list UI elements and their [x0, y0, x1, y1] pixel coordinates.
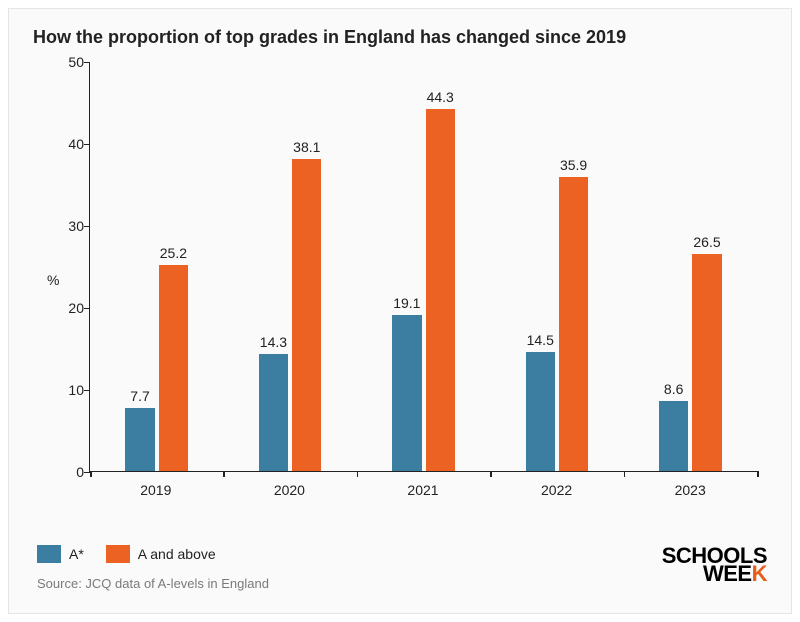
legend-swatch	[37, 545, 61, 563]
chart-area: % 7.725.214.338.119.144.314.535.98.626.5…	[89, 62, 757, 498]
bar-group: 7.725.2	[90, 62, 223, 471]
y-tick-mark	[84, 472, 90, 473]
bar: 25.2	[159, 265, 188, 471]
legend-swatch	[106, 545, 130, 563]
legend-label: A and above	[138, 546, 216, 562]
outer-container: How the proportion of top grades in Engl…	[0, 0, 800, 622]
bar: 38.1	[292, 159, 321, 471]
source-text: Source: JCQ data of A-levels in England	[37, 576, 269, 591]
bar-value-label: 14.5	[527, 332, 554, 348]
y-tick-mark	[84, 62, 90, 63]
y-tick-label: 20	[56, 300, 84, 316]
y-tick-label: 40	[56, 136, 84, 152]
legend-label: A*	[69, 546, 84, 562]
brand-line2-accent: K	[752, 561, 767, 586]
x-axis-labels: 20192020202120222023	[89, 482, 757, 498]
bar-value-label: 7.7	[130, 388, 149, 404]
chart-title: How the proportion of top grades in Engl…	[33, 27, 767, 48]
legend: A* A and above	[37, 545, 216, 563]
y-tick-mark	[84, 226, 90, 227]
bar-value-label: 35.9	[560, 157, 587, 173]
x-tick-label: 2022	[490, 482, 624, 498]
bar: 7.7	[125, 408, 154, 471]
y-tick-label: 10	[56, 382, 84, 398]
legend-item: A and above	[106, 545, 216, 563]
brand-line2-a: WEE	[703, 561, 752, 586]
bar: 14.3	[259, 354, 288, 471]
bar-value-label: 38.1	[293, 139, 320, 155]
bar-group: 8.626.5	[624, 62, 757, 471]
y-tick-label: 30	[56, 218, 84, 234]
bar-value-label: 19.1	[393, 295, 420, 311]
y-tick-label: 0	[56, 464, 84, 480]
y-tick-mark	[84, 390, 90, 391]
bar-value-label: 26.5	[693, 234, 720, 250]
y-tick-mark	[84, 144, 90, 145]
y-tick-label: 50	[56, 54, 84, 70]
bar-groups: 7.725.214.338.119.144.314.535.98.626.5	[90, 62, 757, 471]
y-axis-label: %	[47, 272, 59, 288]
chart-panel: How the proportion of top grades in Engl…	[8, 8, 792, 614]
x-tick-label: 2020	[223, 482, 357, 498]
x-tick-label: 2019	[89, 482, 223, 498]
x-tick-label: 2023	[623, 482, 757, 498]
bar-group: 14.338.1	[223, 62, 356, 471]
bar-group: 19.144.3	[357, 62, 490, 471]
bar: 35.9	[559, 177, 588, 471]
bar-value-label: 25.2	[160, 245, 187, 261]
brand-logo: SCHOOLS WEEK	[662, 547, 767, 583]
bar: 14.5	[526, 352, 555, 471]
plot-area: 7.725.214.338.119.144.314.535.98.626.5 0…	[89, 62, 757, 472]
bar-value-label: 8.6	[664, 381, 683, 397]
bar: 26.5	[692, 254, 721, 471]
y-tick-mark	[84, 308, 90, 309]
x-tick-label: 2021	[356, 482, 490, 498]
legend-item: A*	[37, 545, 84, 563]
bar: 44.3	[426, 109, 455, 471]
bar: 8.6	[659, 401, 688, 471]
bar-value-label: 44.3	[427, 89, 454, 105]
bar: 19.1	[392, 315, 421, 471]
bar-value-label: 14.3	[260, 334, 287, 350]
bar-group: 14.535.9	[490, 62, 623, 471]
